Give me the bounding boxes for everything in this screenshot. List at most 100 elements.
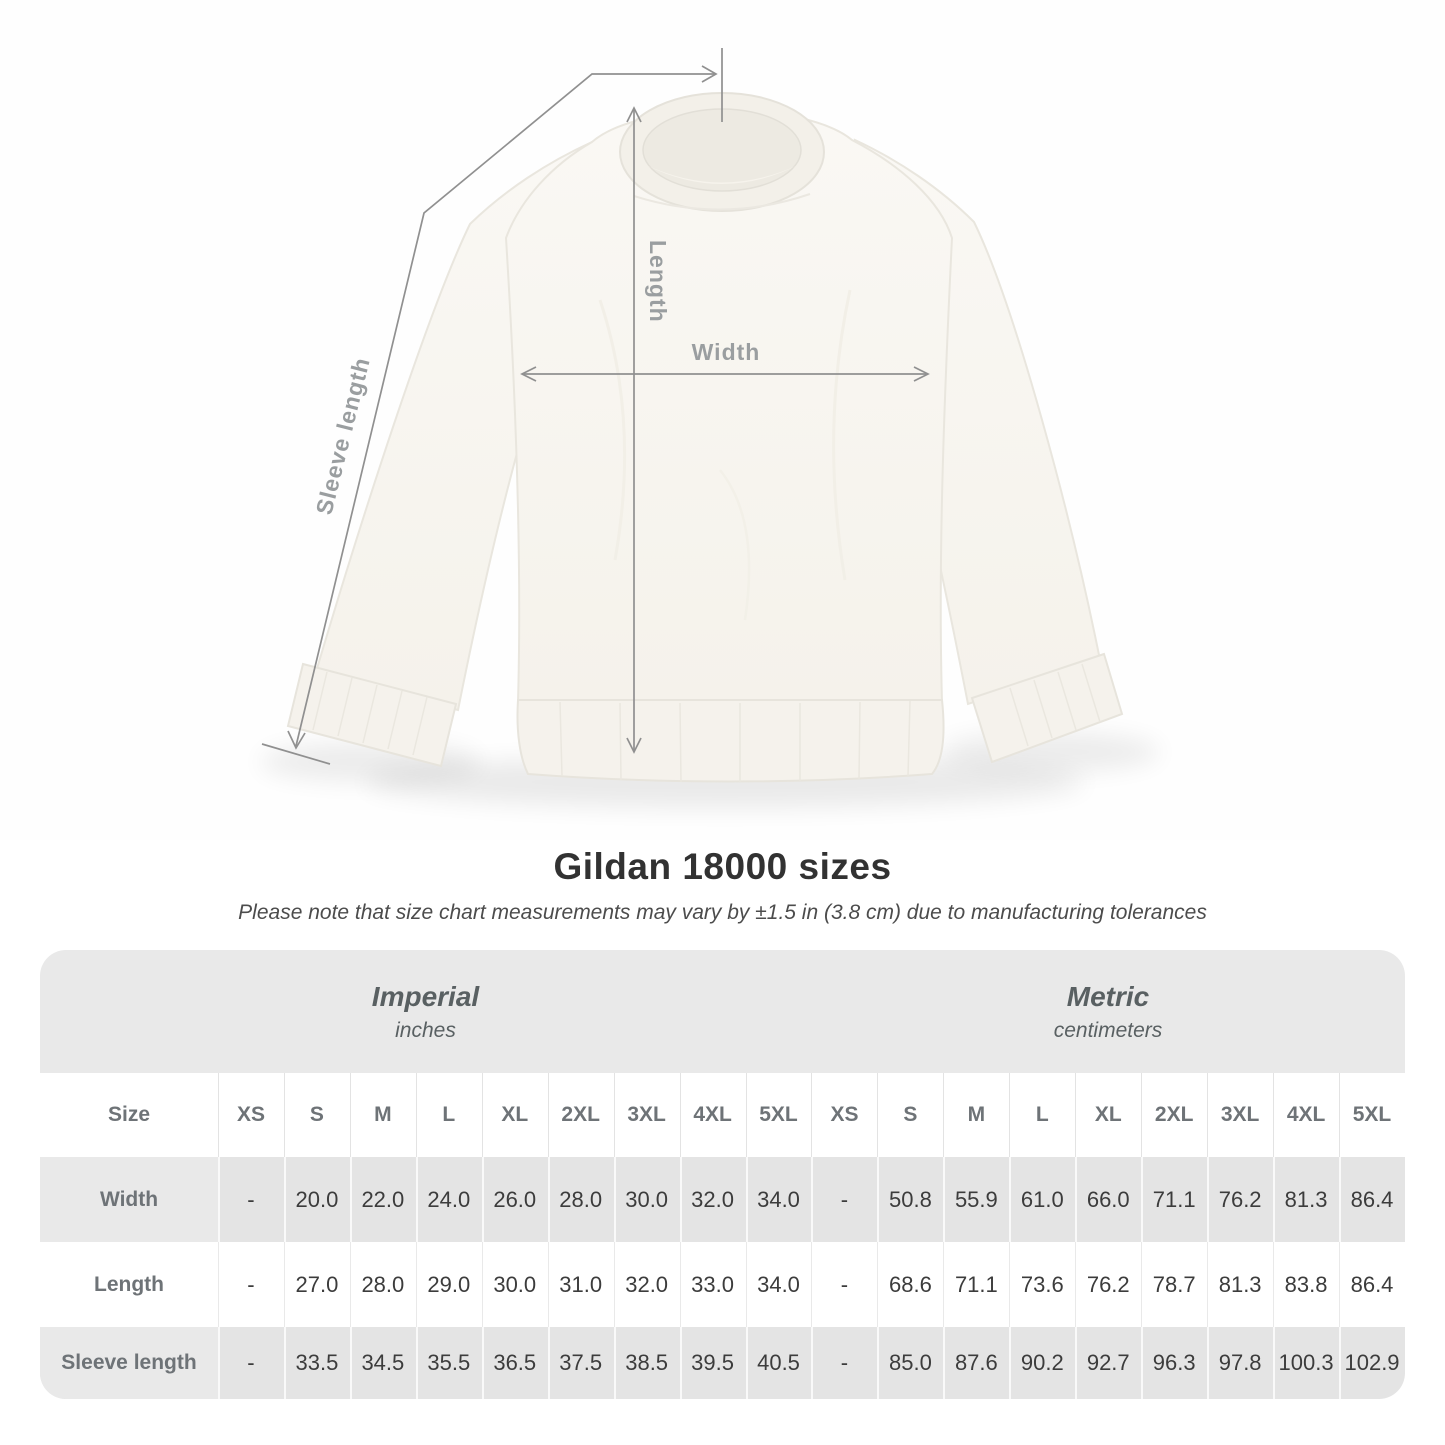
value-cell-imperial: 31.0 [548, 1242, 614, 1327]
value-cell-imperial: 26.0 [482, 1157, 548, 1242]
size-header-imperial-l: L [416, 1073, 482, 1157]
width-arrow-right [913, 366, 930, 382]
value-cell-metric: 50.8 [877, 1157, 943, 1242]
value-cell-metric: 55.9 [943, 1157, 1009, 1242]
value-cell-imperial: 35.5 [416, 1327, 482, 1399]
length-arrow-down [626, 737, 642, 754]
value-cell-imperial: 34.5 [350, 1327, 416, 1399]
value-cell-metric: 81.3 [1207, 1242, 1273, 1327]
value-cell-imperial: 37.5 [548, 1327, 614, 1399]
sleeve-arrow-down [287, 730, 306, 750]
length-guide [626, 106, 642, 754]
value-cell-metric: 66.0 [1075, 1157, 1141, 1242]
row-label: Length [94, 1272, 164, 1296]
value-cell-metric: 90.2 [1009, 1327, 1075, 1399]
imperial-label: Imperial [371, 980, 480, 1012]
value-cell-metric: 83.8 [1273, 1242, 1339, 1327]
left-cuff [286, 662, 458, 768]
size-header-metric-m: M [943, 1073, 1009, 1157]
value-cell-imperial: 39.5 [680, 1327, 746, 1399]
table-row-width: Width -20.0 22.0 24.0 26.0 28.0 30.0 32.0 34.0-5… [40, 1157, 1405, 1242]
unit-header-band: Imperial inches Metric centimeters [40, 950, 1405, 1073]
value-cell-imperial: - [218, 1327, 284, 1399]
value-cell-metric: 85.0 [877, 1327, 943, 1399]
value-cell-metric: 86.4 [1339, 1157, 1405, 1242]
metric-label: Metric [1066, 980, 1150, 1012]
value-cell-imperial: 34.0 [746, 1242, 812, 1327]
sleeve-length-guide [261, 48, 723, 765]
width-arrow-left [520, 366, 537, 382]
table-row-length: Length -27.0 28.0 29.0 30.0 31.0 32.0 33.0 34.0-… [40, 1242, 1405, 1327]
value-cell-metric: - [811, 1327, 877, 1399]
value-cell-imperial: 28.0 [548, 1157, 614, 1242]
size-header-imperial-5xl: 5XL [746, 1073, 812, 1157]
size-header-metric-3xl: 3XL [1207, 1073, 1273, 1157]
value-cell-imperial: - [218, 1157, 284, 1242]
value-cell-imperial: 30.0 [482, 1242, 548, 1327]
value-cell-metric: 86.4 [1339, 1242, 1405, 1327]
right-cuff [970, 652, 1124, 764]
size-header-metric-xs: XS [811, 1073, 877, 1157]
value-cell-imperial: 30.0 [614, 1157, 680, 1242]
value-cell-metric: 100.3 [1273, 1327, 1339, 1399]
value-cell-imperial: 24.0 [416, 1157, 482, 1242]
page-title: Gildan 18000 sizes [553, 846, 892, 887]
value-cell-imperial: 33.5 [284, 1327, 350, 1399]
cuff-tick [261, 743, 331, 765]
metric-sublabel: centimeters [1053, 1018, 1163, 1042]
size-header-imperial-s: S [284, 1073, 350, 1157]
value-cell-metric: 73.6 [1009, 1242, 1075, 1327]
value-cell-metric: - [811, 1157, 877, 1242]
size-header-imperial-2xl: 2XL [548, 1073, 614, 1157]
value-cell-metric: 71.1 [1141, 1157, 1207, 1242]
value-cell-imperial: 34.0 [746, 1157, 812, 1242]
value-cell-metric: 68.6 [877, 1242, 943, 1327]
sweatshirt-illustration [260, 92, 1160, 808]
hem-band [516, 699, 945, 783]
value-cell-metric: 76.2 [1207, 1157, 1273, 1242]
value-cell-imperial: 32.0 [680, 1157, 746, 1242]
imperial-sublabel: inches [395, 1018, 456, 1042]
size-header-metric-s: S [877, 1073, 943, 1157]
value-cell-metric: - [811, 1242, 877, 1327]
width-dimension-label: Width [692, 339, 761, 365]
width-guide [520, 366, 930, 382]
length-dimension-label: Length [645, 240, 671, 323]
size-header-imperial-3xl: 3XL [614, 1073, 680, 1157]
metric-unit-group: Metric centimeters [811, 950, 1405, 1073]
size-header-metric-l: L [1009, 1073, 1075, 1157]
size-table: Imperial inches Metric centimeters Size X… [40, 950, 1405, 1399]
value-cell-imperial: 40.5 [746, 1327, 812, 1399]
size-header-metric-xl: XL [1075, 1073, 1141, 1157]
value-cell-imperial: 38.5 [614, 1327, 680, 1399]
value-cell-metric: 78.7 [1141, 1242, 1207, 1327]
value-cell-metric: 102.9 [1339, 1327, 1405, 1399]
value-cell-metric: 61.0 [1009, 1157, 1075, 1242]
size-header-metric-5xl: 5XL [1339, 1073, 1405, 1157]
value-cell-metric: 81.3 [1273, 1157, 1339, 1242]
value-cell-metric: 92.7 [1075, 1327, 1141, 1399]
size-header-imperial-4xl: 4XL [680, 1073, 746, 1157]
value-cell-metric: 96.3 [1141, 1327, 1207, 1399]
value-cell-imperial: 22.0 [350, 1157, 416, 1242]
table-row-sleeve-length: Sleeve length -33.5 34.5 35.5 36.5 37.5 38.5 39… [40, 1327, 1405, 1399]
value-cell-metric: 76.2 [1075, 1242, 1141, 1327]
value-cell-imperial: 29.0 [416, 1242, 482, 1327]
row-label: Sleeve length [40, 1327, 218, 1399]
value-cell-imperial: 33.0 [680, 1242, 746, 1327]
value-cell-metric: 97.8 [1207, 1327, 1273, 1399]
collar [619, 92, 825, 212]
value-cell-imperial: 20.0 [284, 1157, 350, 1242]
row-label: Width [40, 1157, 218, 1242]
value-cell-metric: 87.6 [943, 1327, 1009, 1399]
value-cell-imperial: 28.0 [350, 1242, 416, 1327]
size-header-metric-2xl: 2XL [1141, 1073, 1207, 1157]
length-arrow-up [626, 106, 642, 123]
value-cell-imperial: - [218, 1242, 284, 1327]
sleeve-arrow-right [701, 65, 718, 83]
imperial-unit-group: Imperial inches [40, 950, 811, 1073]
size-header-metric-4xl: 4XL [1273, 1073, 1339, 1157]
tolerance-note: Please note that size chart measurements… [238, 901, 1207, 924]
size-column-header: Size [107, 1103, 151, 1126]
measurement-overlay [261, 48, 930, 765]
